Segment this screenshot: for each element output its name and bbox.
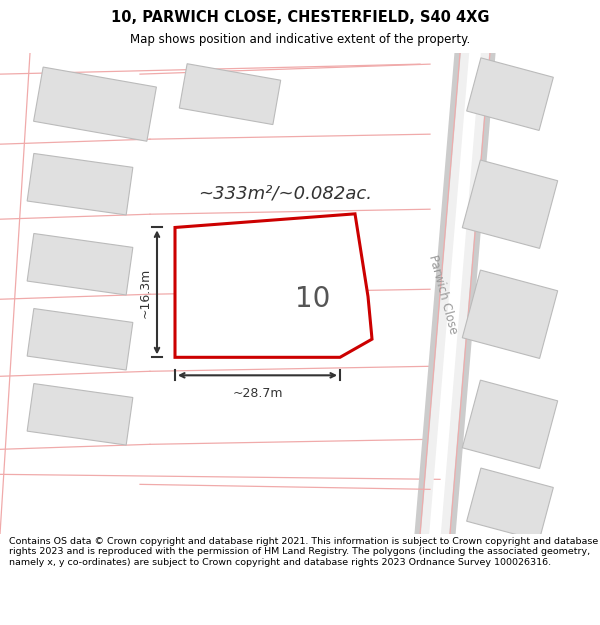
Text: ~333m²/~0.082ac.: ~333m²/~0.082ac. [198, 184, 372, 203]
Polygon shape [27, 309, 133, 370]
Text: ~28.7m: ~28.7m [232, 388, 283, 401]
Text: Contains OS data © Crown copyright and database right 2021. This information is : Contains OS data © Crown copyright and d… [9, 537, 598, 567]
Text: Map shows position and indicative extent of the property.: Map shows position and indicative extent… [130, 33, 470, 46]
Text: 10, PARWICH CLOSE, CHESTERFIELD, S40 4XG: 10, PARWICH CLOSE, CHESTERFIELD, S40 4XG [111, 9, 489, 24]
Polygon shape [179, 64, 281, 124]
Polygon shape [463, 380, 557, 469]
Polygon shape [463, 160, 557, 248]
Text: ~16.3m: ~16.3m [139, 268, 152, 318]
Polygon shape [27, 154, 133, 215]
Text: 10: 10 [295, 284, 330, 312]
Polygon shape [27, 384, 133, 445]
Polygon shape [467, 58, 553, 131]
Polygon shape [34, 67, 157, 141]
Polygon shape [463, 270, 557, 359]
Polygon shape [467, 468, 553, 541]
Polygon shape [27, 234, 133, 295]
Text: Parwich Close: Parwich Close [426, 253, 460, 335]
PathPatch shape [175, 214, 372, 358]
